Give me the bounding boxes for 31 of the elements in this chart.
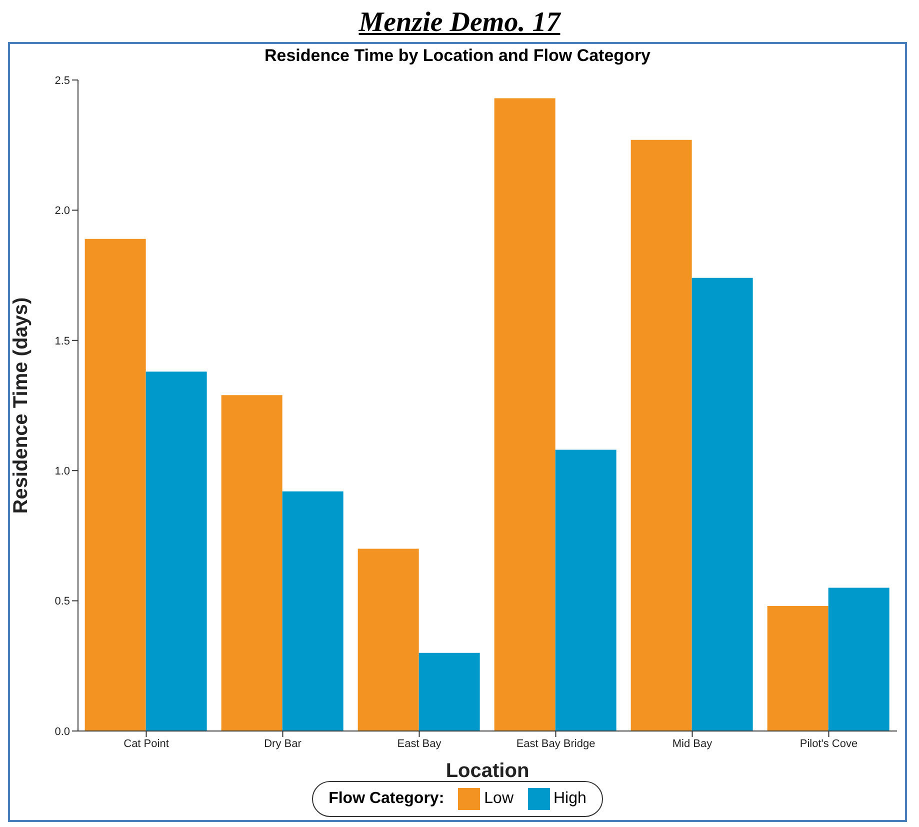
y-tick-label: 0.0 — [54, 726, 70, 738]
bar — [767, 606, 828, 731]
x-tick-label: Dry Bar — [264, 738, 302, 750]
bar — [84, 238, 146, 731]
y-tick-label: 2.5 — [54, 74, 70, 87]
chart-title: Menzie Demo. 17 — [358, 7, 562, 40]
y-tick-label: 1.5 — [54, 335, 70, 348]
x-tick-label: East Bay — [397, 738, 442, 750]
y-tick-label: 2.0 — [54, 205, 70, 218]
legend-title: Flow Category: — [328, 790, 444, 808]
x-axis-title: Location — [446, 760, 530, 782]
bar — [146, 372, 207, 731]
x-tick-label: Cat Point — [124, 738, 169, 750]
legend-label: Low — [484, 790, 514, 808]
legend-label: High — [554, 790, 586, 808]
bar — [555, 450, 616, 731]
x-tick-label: Pilot's Cove — [800, 738, 858, 750]
x-tick-label: Mid Bay — [672, 738, 713, 750]
y-axis-title: Residence Time (days) — [10, 297, 32, 514]
bar — [282, 491, 344, 731]
bar — [494, 98, 556, 731]
chart-subtitle: Residence Time by Location and Flow Category — [263, 46, 652, 66]
y-tick-label: 1.0 — [54, 466, 70, 478]
bar — [828, 588, 890, 731]
bar — [358, 548, 419, 731]
y-tick-label: 0.5 — [54, 596, 70, 608]
bar — [692, 278, 753, 731]
bar — [221, 395, 282, 731]
x-tick-label: East Bay Bridge — [516, 738, 596, 750]
bar — [418, 652, 480, 731]
bar — [630, 140, 692, 731]
